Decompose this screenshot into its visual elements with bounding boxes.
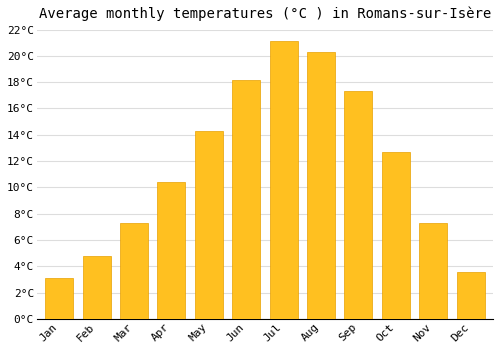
Bar [232,79,260,319]
Bar [344,91,372,319]
Bar [270,41,297,319]
Bar [195,131,223,319]
Bar [45,278,73,319]
Bar [456,272,484,319]
Bar [382,152,410,319]
Bar [82,256,110,319]
Bar [419,223,447,319]
Bar [120,223,148,319]
Bar [307,52,335,319]
Bar [158,182,186,319]
Title: Average monthly temperatures (°C ) in Romans-sur-Isère: Average monthly temperatures (°C ) in Ro… [39,7,491,21]
